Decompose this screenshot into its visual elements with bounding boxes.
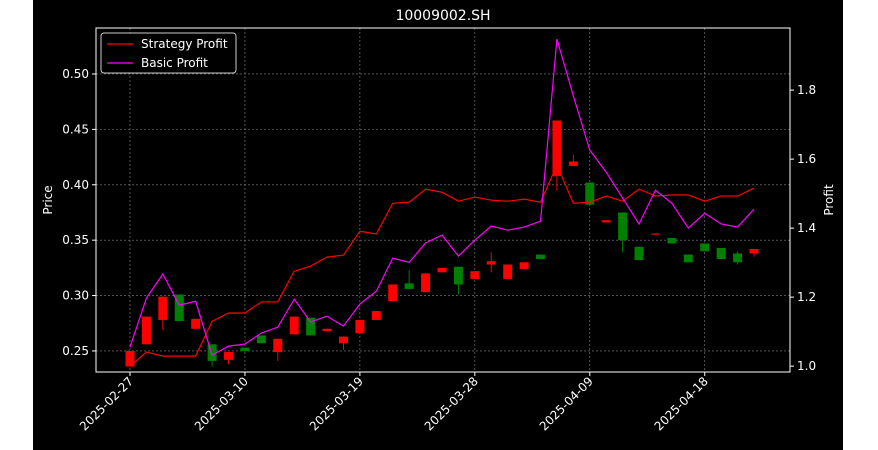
candle-body [322,328,332,332]
axes-frame [95,27,791,373]
candle-body [733,253,743,263]
profit-line [129,38,755,356]
candle-body [453,266,463,285]
y2-tick-label: 1.0 [797,359,816,373]
candle-body [568,161,578,166]
candle-body [273,338,283,353]
y2-tick-label: 1.6 [797,152,816,166]
y-tick-label: 0.35 [62,233,89,247]
figure-background [33,0,843,450]
candle-body [224,352,234,360]
y2-tick-label: 1.8 [797,83,816,97]
y-tick-label: 0.50 [62,67,89,81]
candle-body [174,294,184,322]
candle-body [256,335,266,344]
candle-body [158,296,168,320]
candle-body [650,233,660,235]
candle-body [125,350,135,367]
chart-title: 10009002.SH [395,8,490,24]
candle-body [191,318,201,329]
candle-body [355,319,365,334]
candle-body [289,316,299,335]
y-axis-label: Price [41,185,55,214]
candle-body [388,284,398,302]
candle-body [634,246,644,261]
candle-body [141,316,151,345]
candle-body [536,254,546,259]
candle-body [503,264,513,279]
y2-axis-label: Profit [822,184,836,216]
candle-body [683,254,693,263]
candle-body [700,243,710,252]
legend-box [100,32,237,74]
candle-body [519,262,529,269]
y-tick-label: 0.40 [62,178,89,192]
candle-body [338,336,348,344]
candle-body [585,182,595,205]
candle-body [749,249,759,254]
candle-body [618,212,628,241]
y-tick-label: 0.25 [62,344,89,358]
candle-body [371,311,381,320]
candle-body [404,283,414,289]
candle-body [486,261,496,265]
candle-body [240,347,250,351]
y2-tick-label: 1.4 [797,221,816,235]
profit-line [129,163,755,367]
candle-body [421,273,431,293]
candle-body [470,271,480,279]
candle-body [716,247,726,259]
y-tick-label: 0.45 [62,122,89,136]
candle-body [306,317,316,336]
candle-body [552,120,562,176]
legend-label: Strategy Profit [141,37,228,51]
candle-body [601,220,611,223]
y2-tick-label: 1.2 [797,290,816,304]
candle-body [207,344,217,361]
legend-label: Basic Profit [141,56,208,70]
candle-body [437,267,447,273]
y-tick-label: 0.30 [62,289,89,303]
candle-body [667,237,677,244]
